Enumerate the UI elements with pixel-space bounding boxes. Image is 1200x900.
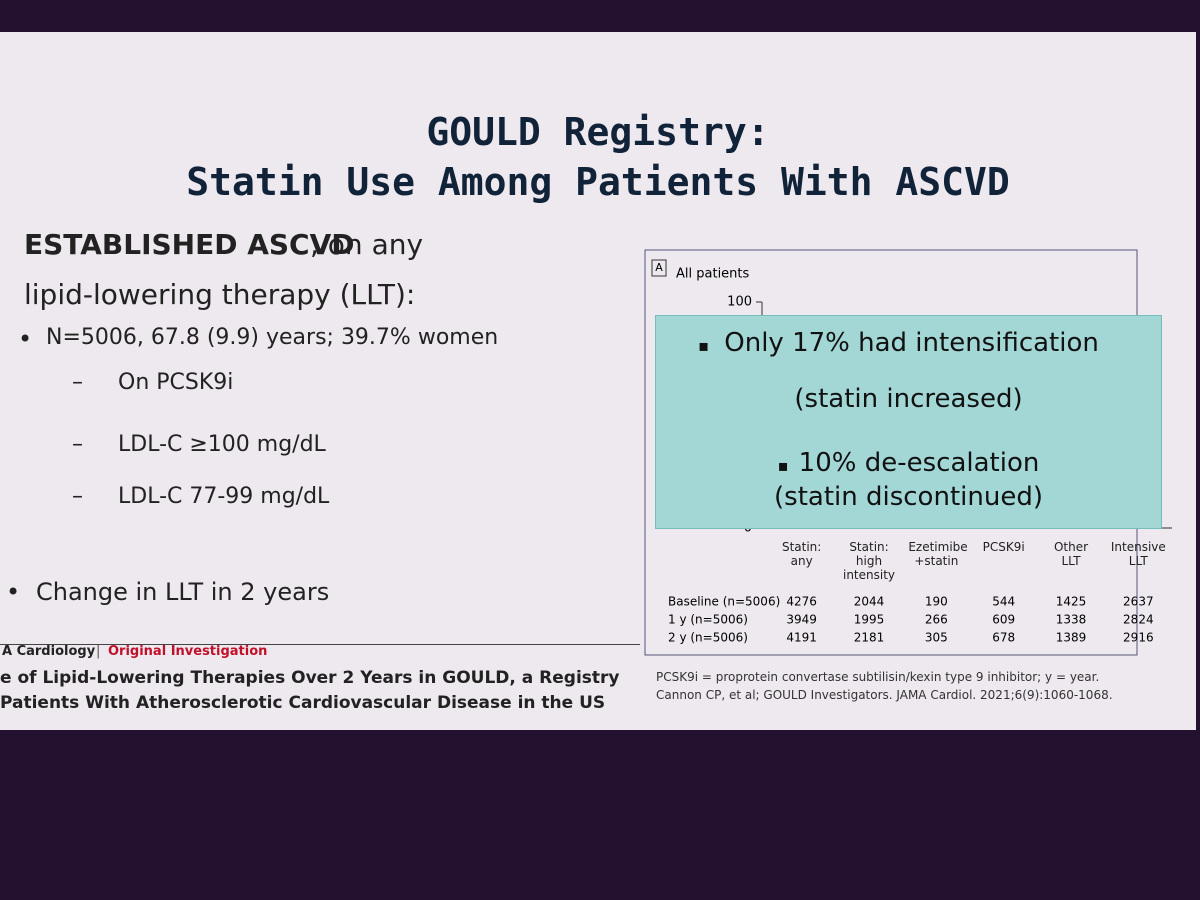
source-title: Patients With Atherosclerotic Cardiovasc… (0, 693, 606, 713)
sub-bullet: On PCSK9i (118, 370, 234, 395)
table-cell: 2637 (1123, 595, 1154, 609)
callout-bullet: ▪ (777, 456, 799, 475)
table-cell: 190 (925, 595, 948, 609)
source-sep: | (96, 644, 101, 659)
callout-text: 10% de-escalation (798, 448, 1040, 478)
callout-bullet: ▪ (698, 336, 725, 355)
footnote: PCSK9i = proprotein convertase subtilisi… (656, 670, 1100, 684)
sub-bullet: LDL-C ≥100 mg/dL (118, 432, 326, 457)
panel-label: A (655, 261, 663, 274)
x-tick-label: Other LLT (1053, 540, 1089, 568)
intro-text: , on any (310, 228, 424, 261)
x-tick-label: Intensive LLT (1110, 540, 1166, 568)
bullet: Change in LLT in 2 years (36, 578, 330, 606)
chart-title: All patients (676, 267, 750, 282)
intro-text: lipid-lowering therapy (LLT): (24, 278, 416, 311)
source-journal: A Cardiology (2, 644, 96, 659)
table-cell: 678 (992, 631, 1015, 645)
title-line: Statin Use Among Patients With ASCVD (186, 160, 1010, 204)
bullet-dot: • (6, 578, 21, 606)
sub-bullet: LDL-C 77-99 mg/dL (118, 484, 330, 509)
panel-label-box (651, 259, 667, 277)
table-cell: 2824 (1123, 613, 1154, 627)
title-line: GOULD Registry: (426, 110, 770, 154)
table-cell: 544 (992, 595, 1015, 609)
dash: – (72, 370, 83, 395)
callout-text: (statin increased) (794, 384, 1023, 414)
bullet: N=5006, 67.8 (9.9) years; 39.7% women (46, 325, 499, 350)
dash: – (72, 484, 83, 509)
table-cell: 609 (992, 613, 1015, 627)
source-title: e of Lipid-Lowering Therapies Over 2 Yea… (0, 668, 620, 688)
table-cell: 1338 (1056, 613, 1087, 627)
source-rule (0, 644, 640, 645)
table-cell: 2181 (854, 631, 885, 645)
table-cell: 2916 (1123, 631, 1154, 645)
table-cell: 3949 (786, 613, 817, 627)
table-cell: 2044 (854, 595, 885, 609)
x-tick-label: Statin: any (781, 540, 822, 568)
table-cell: 1389 (1056, 631, 1087, 645)
table-cell: 266 (925, 613, 948, 627)
intro-bold: ESTABLISHED ASCVD (24, 228, 355, 261)
source-section: Original Investigation (108, 644, 268, 659)
callout-line: ▪ Only 17% had intensification (646, 328, 1151, 358)
table-cell: 1425 (1056, 595, 1087, 609)
callout: ▪ Only 17% had intensification (statin i… (655, 315, 1162, 529)
table-row-label: 1 y (n=5006) (668, 613, 748, 627)
x-tick-label: Statin: high intensity (842, 540, 896, 582)
table-cell: 1995 (854, 613, 885, 627)
table-row-label: Baseline (n=5006) (668, 595, 780, 609)
callout-text: Only 17% had intensification (724, 328, 1099, 358)
table-cell: 4276 (786, 595, 817, 609)
bullet-dot: • (18, 325, 33, 353)
callout-line: ▪ 10% de-escalation (656, 448, 1161, 478)
x-tick-label: PCSK9i (982, 540, 1025, 554)
dash: – (72, 432, 83, 457)
footnote: Cannon CP, et al; GOULD Investigators. J… (656, 688, 1113, 702)
table-cell: 305 (925, 631, 948, 645)
y-tick-label: 100 (727, 295, 752, 310)
x-tick-label: Ezetimibe +statin (908, 540, 968, 568)
callout-text: (statin discontinued) (774, 482, 1043, 512)
table-row-label: 2 y (n=5006) (668, 631, 748, 645)
table-cell: 4191 (786, 631, 817, 645)
